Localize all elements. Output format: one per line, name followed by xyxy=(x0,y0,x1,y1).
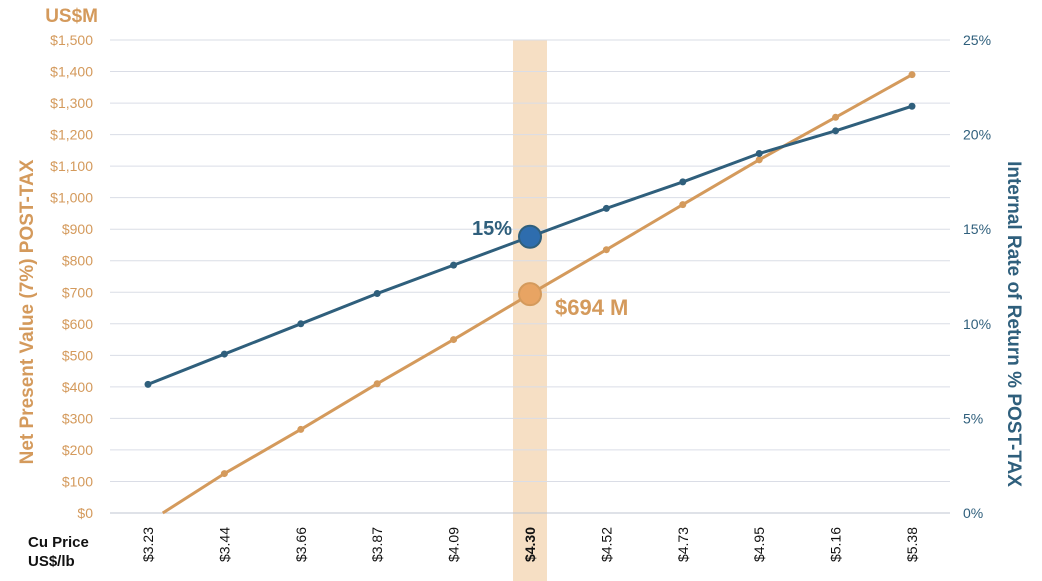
gridlines xyxy=(110,39,950,514)
left-tick-label: $200 xyxy=(62,442,93,458)
x-tick-label: $5.16 xyxy=(828,527,844,562)
right-tick-label: 0% xyxy=(963,505,983,521)
x-tick-label: $3.44 xyxy=(216,527,232,562)
left-tick-label: $500 xyxy=(62,347,93,363)
x-tick-label: $3.87 xyxy=(369,527,385,562)
npv-point xyxy=(832,113,840,121)
x-tick-label: $4.52 xyxy=(598,527,614,562)
irr-point xyxy=(908,102,916,110)
x-tick-label: $4.95 xyxy=(751,527,767,562)
x-axis-title-line2: US$/lb xyxy=(28,553,75,570)
npv-point xyxy=(220,470,228,478)
x-tick-label: $5.38 xyxy=(904,527,920,562)
irr-point xyxy=(220,350,228,358)
left-tick-label: $1,300 xyxy=(50,95,93,111)
highlight-band xyxy=(513,40,547,581)
irr-highlight-marker xyxy=(518,224,542,249)
left-tick-label: $700 xyxy=(62,284,93,300)
left-tick-label: $0 xyxy=(77,505,93,521)
left-tick-label: $300 xyxy=(62,410,93,426)
left-tick-label: $1,100 xyxy=(50,158,93,174)
left-axis-title: Net Present Value (7%) POST-TAX xyxy=(17,159,38,464)
annotations: 15% $694 M xyxy=(472,218,628,320)
left-tick-label: $1,500 xyxy=(50,32,93,48)
irr-point xyxy=(755,150,763,158)
x-tick-label: $3.66 xyxy=(293,527,309,562)
x-tick-label: $4.73 xyxy=(675,527,691,562)
right-tick-label: 15% xyxy=(963,221,991,237)
right-axis-ticks: 0% 5% 10% 15% 20% 25% xyxy=(963,32,991,521)
left-tick-label: $400 xyxy=(62,379,93,395)
left-tick-label: $900 xyxy=(62,221,93,237)
npv-point xyxy=(679,201,687,209)
x-tick-label: $4.30 xyxy=(522,527,538,562)
x-tick-label: $4.09 xyxy=(446,527,462,562)
left-tick-label: $1,200 xyxy=(50,127,93,143)
left-tick-label: $100 xyxy=(62,473,93,489)
right-axis-title: Internal Rate of Return % POST-TAX xyxy=(1003,161,1024,487)
irr-point xyxy=(373,290,381,298)
irr-point xyxy=(602,204,610,212)
x-axis-title-line1: Cu Price xyxy=(28,534,89,551)
left-tick-label: $1,000 xyxy=(50,190,93,206)
left-tick-label: $600 xyxy=(62,316,93,332)
right-tick-label: 5% xyxy=(963,410,983,426)
irr-point xyxy=(679,178,687,186)
npv-point xyxy=(373,380,381,388)
left-axis-unit-label: US$M xyxy=(45,6,98,27)
x-axis-ticks: $3.23 $3.44 $3.66 $3.87 $4.09 $4.30 $4.52 $4.73… xyxy=(140,527,920,562)
npv-highlight-marker xyxy=(518,282,542,307)
npv-point xyxy=(908,71,916,79)
right-tick-label: 20% xyxy=(963,127,991,143)
npv-point xyxy=(297,425,305,433)
x-tick-label: $3.23 xyxy=(140,527,156,562)
irr-point xyxy=(144,380,152,388)
irr-annotation-label: 15% xyxy=(472,218,512,240)
x-axis-title: Cu Price US$/lb xyxy=(28,533,89,571)
irr-point xyxy=(832,127,840,135)
npv-point xyxy=(602,246,610,254)
left-tick-label: $800 xyxy=(62,253,93,269)
right-tick-label: 25% xyxy=(963,32,991,48)
npv-annotation-label: $694 M xyxy=(555,295,628,320)
left-axis-ticks: $0 $100 $200 $300 $400 $500 $600 $700 $800 $900 $1… xyxy=(50,32,93,521)
series-points xyxy=(144,71,916,478)
left-tick-label: $1,400 xyxy=(50,64,93,80)
irr-point xyxy=(450,261,458,269)
npv-point xyxy=(450,336,458,344)
irr-point xyxy=(297,320,305,328)
right-tick-label: 10% xyxy=(963,316,991,332)
npv-point xyxy=(755,156,763,164)
